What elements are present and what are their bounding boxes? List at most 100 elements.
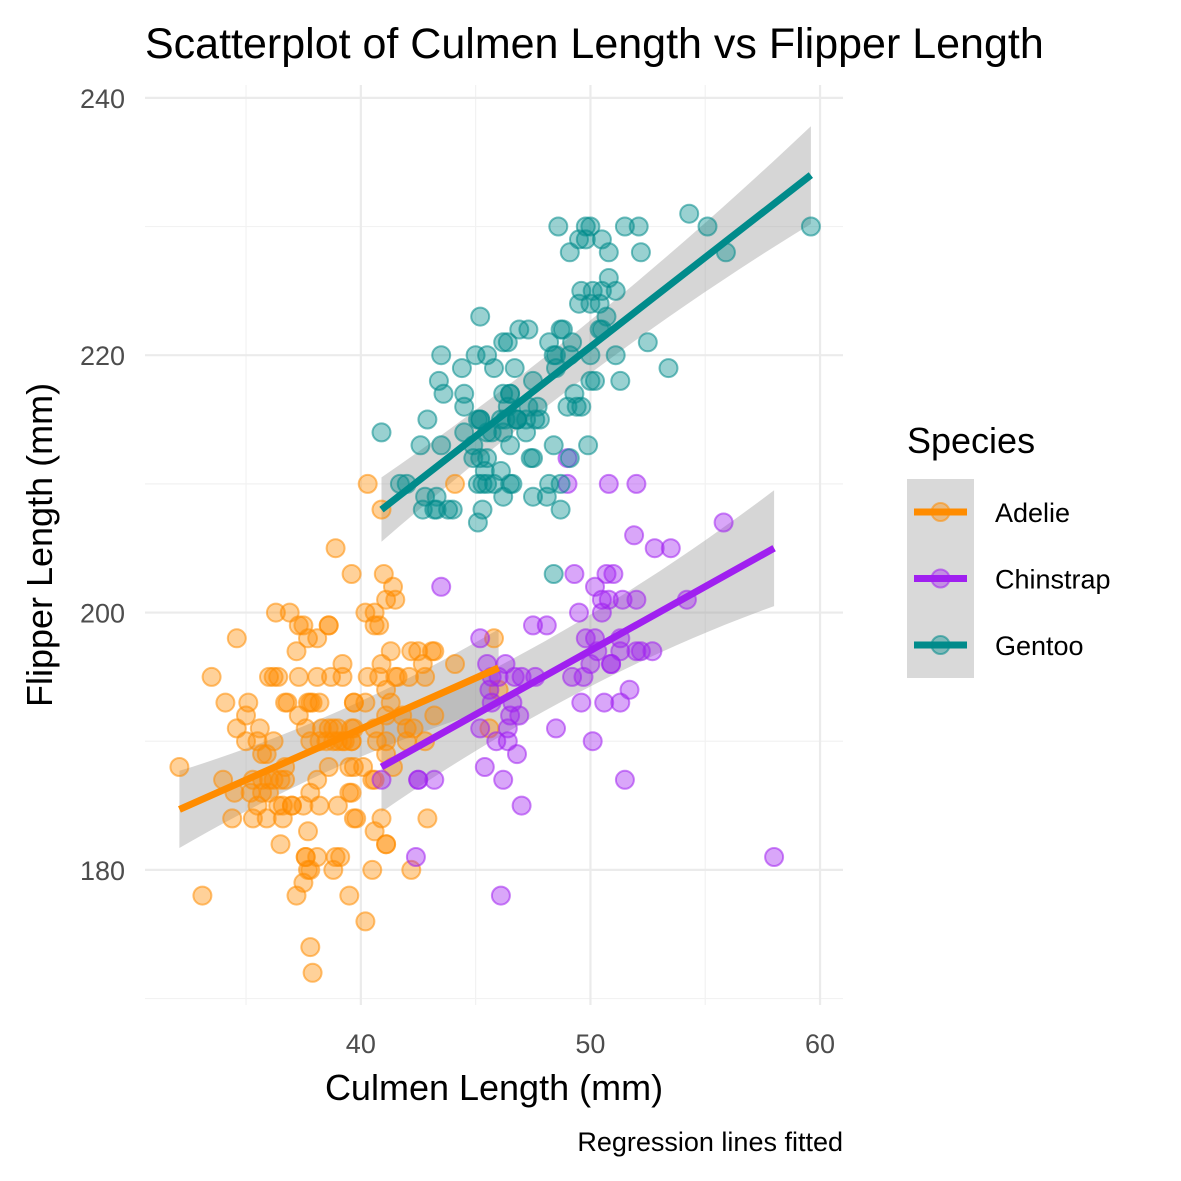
- point-gentoo: [493, 332, 514, 353]
- point-chinstrap: [511, 795, 532, 816]
- point-gentoo: [552, 319, 573, 340]
- point-chinstrap: [509, 705, 530, 726]
- legend: Adelie Chinstrap Gentoo: [907, 479, 1111, 678]
- point-adelie: [242, 808, 263, 829]
- point-adelie: [401, 641, 422, 662]
- point-adelie: [355, 602, 376, 623]
- point-adelie: [339, 757, 360, 777]
- point-gentoo: [605, 280, 626, 301]
- point-chinstrap: [630, 641, 651, 662]
- point-gentoo: [502, 473, 523, 494]
- point-chinstrap: [594, 692, 615, 713]
- point-chinstrap: [644, 538, 665, 559]
- point-gentoo: [454, 383, 475, 404]
- point-adelie: [293, 615, 314, 636]
- point-chinstrap: [470, 718, 491, 739]
- point-gentoo: [493, 422, 514, 443]
- point-chinstrap: [582, 731, 603, 752]
- point-chinstrap: [626, 473, 647, 494]
- point-gentoo: [497, 332, 518, 353]
- point-chinstrap: [624, 525, 645, 546]
- x-tick-label: 40: [346, 1029, 376, 1059]
- point-gentoo: [536, 486, 557, 507]
- point-adelie: [293, 872, 314, 893]
- point-chinstrap: [713, 512, 734, 533]
- point-chinstrap: [470, 628, 491, 649]
- point-adelie: [343, 757, 364, 777]
- point-chinstrap: [497, 718, 518, 739]
- point-gentoo: [431, 345, 452, 366]
- point-gentoo: [637, 332, 658, 353]
- point-adelie: [286, 641, 307, 662]
- point-adelie: [445, 654, 465, 674]
- point-adelie: [288, 666, 309, 687]
- point-gentoo: [605, 345, 626, 366]
- point-adelie: [318, 615, 339, 636]
- point-adelie: [215, 692, 236, 713]
- point-chinstrap: [490, 885, 511, 906]
- point-gentoo: [467, 473, 488, 494]
- point-chinstrap: [507, 744, 527, 765]
- point-chinstrap: [371, 769, 392, 790]
- point-gentoo: [658, 358, 679, 379]
- point-adelie: [417, 808, 438, 829]
- point-chinstrap: [573, 666, 594, 687]
- point-gentoo: [509, 319, 530, 340]
- x-tick-label: 50: [575, 1029, 605, 1059]
- point-adelie: [364, 769, 385, 790]
- point-adelie: [422, 641, 442, 662]
- point-gentoo: [417, 409, 438, 430]
- point-gentoo: [507, 409, 527, 430]
- point-gentoo: [371, 422, 392, 443]
- point-gentoo: [431, 435, 452, 456]
- point-chinstrap: [598, 473, 619, 494]
- point-adelie: [252, 744, 273, 765]
- regression-lines: [178, 172, 814, 813]
- confidence-band-chinstrap: [381, 490, 775, 812]
- point-gentoo: [548, 216, 569, 237]
- point-gentoo: [566, 396, 587, 417]
- y-tick-label: 240: [80, 84, 125, 114]
- point-gentoo: [477, 448, 498, 469]
- chart-title: Scatterplot of Culmen Length vs Flipper …: [145, 20, 1044, 68]
- point-chinstrap: [408, 769, 429, 790]
- point-gentoo: [559, 448, 580, 469]
- point-adelie: [307, 847, 328, 867]
- point-gentoo: [484, 358, 504, 379]
- point-chinstrap: [495, 654, 516, 674]
- point-gentoo: [630, 242, 651, 263]
- point-adelie: [302, 962, 323, 983]
- point-adelie: [339, 885, 360, 906]
- point-chinstrap: [474, 757, 495, 777]
- point-gentoo: [410, 435, 431, 456]
- point-adelie: [323, 859, 344, 880]
- point-adelie: [169, 757, 190, 777]
- point-gentoo: [800, 216, 821, 237]
- point-gentoo: [470, 306, 491, 327]
- point-gentoo: [569, 293, 589, 314]
- point-gentoo: [697, 216, 718, 237]
- point-adelie: [341, 782, 362, 803]
- confidence-band-gentoo: [381, 126, 811, 542]
- point-gentoo: [591, 229, 612, 250]
- point-adelie: [222, 808, 243, 829]
- point-adelie: [445, 473, 465, 494]
- point-chinstrap: [626, 589, 647, 610]
- point-adelie: [263, 731, 284, 752]
- point-adelie: [192, 885, 213, 906]
- point-gentoo: [578, 435, 599, 456]
- point-adelie: [298, 821, 318, 842]
- point-adelie: [277, 692, 298, 713]
- legend-marker-chinstrap: [930, 568, 951, 589]
- regression-line-chinstrap: [379, 545, 776, 771]
- point-adelie: [226, 628, 247, 649]
- point-chinstrap: [585, 576, 605, 597]
- point-adelie: [249, 718, 270, 739]
- point-gentoo: [463, 448, 484, 469]
- point-adelie: [341, 564, 362, 584]
- point-gentoo: [628, 216, 649, 237]
- point-adelie: [385, 589, 406, 610]
- point-adelie: [293, 795, 314, 816]
- point-adelie: [399, 666, 419, 687]
